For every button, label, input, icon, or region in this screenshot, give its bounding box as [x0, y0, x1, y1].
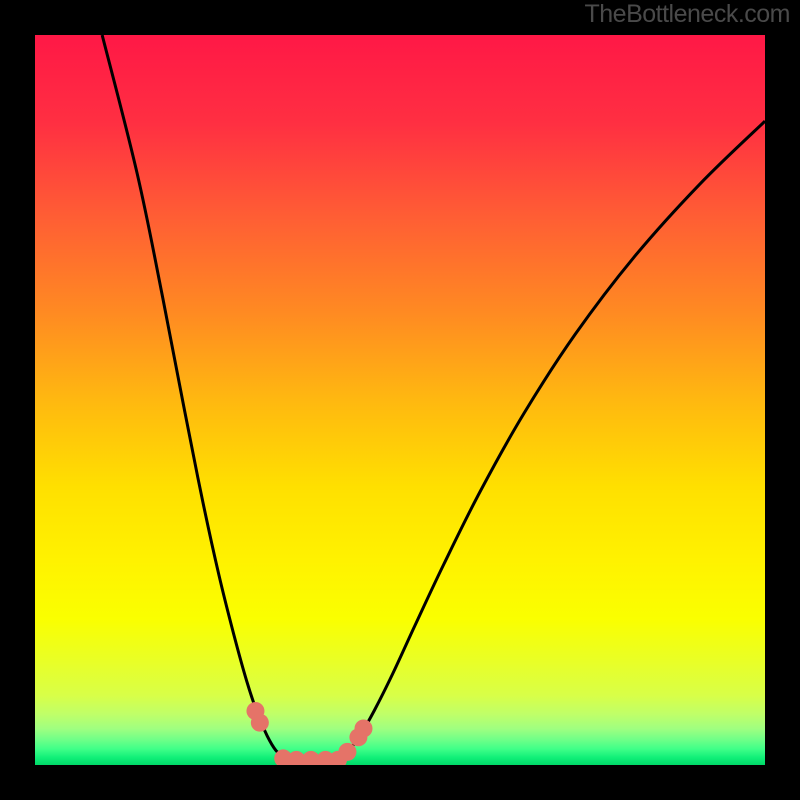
chart-area	[35, 35, 765, 765]
data-marker	[355, 720, 373, 738]
data-marker	[251, 714, 269, 732]
watermark-text: TheBottleneck.com	[585, 0, 791, 29]
data-marker	[338, 743, 356, 761]
chart-svg	[35, 35, 765, 765]
